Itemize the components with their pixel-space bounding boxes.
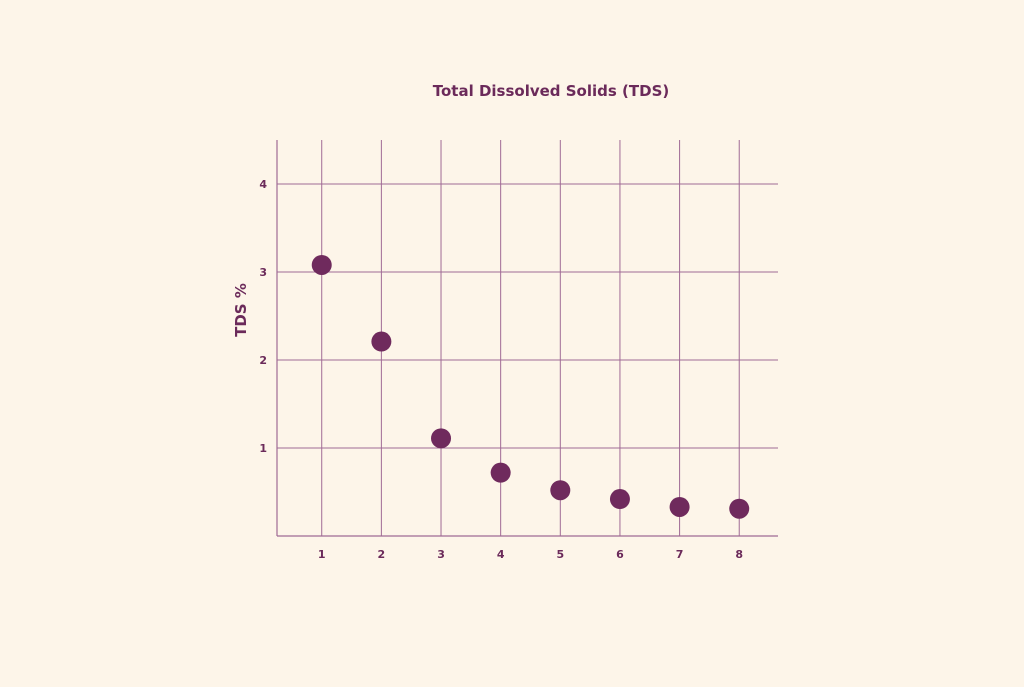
y-tick-label-3: 3: [259, 266, 267, 279]
data-points: [311, 254, 750, 519]
data-point-6: [609, 489, 630, 510]
axes: [276, 140, 778, 537]
data-point-4: [490, 462, 511, 483]
data-point-8: [729, 498, 750, 519]
data-point-3: [431, 428, 452, 449]
y-axis-ticks: 1 2 3 4: [259, 178, 267, 455]
x-tick-label-1: 1: [318, 548, 326, 561]
data-point-7: [669, 496, 690, 517]
x-tick-label-3: 3: [437, 548, 445, 561]
x-tick-label-5: 5: [556, 548, 564, 561]
y-tick-label-1: 1: [259, 442, 267, 455]
x-tick-label-2: 2: [378, 548, 386, 561]
data-point-1: [311, 254, 332, 275]
data-point-2: [371, 331, 392, 352]
x-tick-label-4: 4: [497, 548, 505, 561]
x-axis-ticks: 1 2 3 4 5 6 7 8: [318, 548, 743, 561]
data-point-5: [550, 480, 571, 501]
chart-title: Total Dissolved Solids (TDS): [433, 82, 669, 100]
y-tick-label-4: 4: [259, 178, 267, 191]
x-tick-label-7: 7: [676, 548, 684, 561]
x-tick-label-6: 6: [616, 548, 624, 561]
grid-lines: [277, 140, 778, 536]
y-axis-label: TDS %: [232, 283, 250, 337]
x-tick-label-8: 8: [735, 548, 743, 561]
y-tick-label-2: 2: [259, 354, 267, 367]
